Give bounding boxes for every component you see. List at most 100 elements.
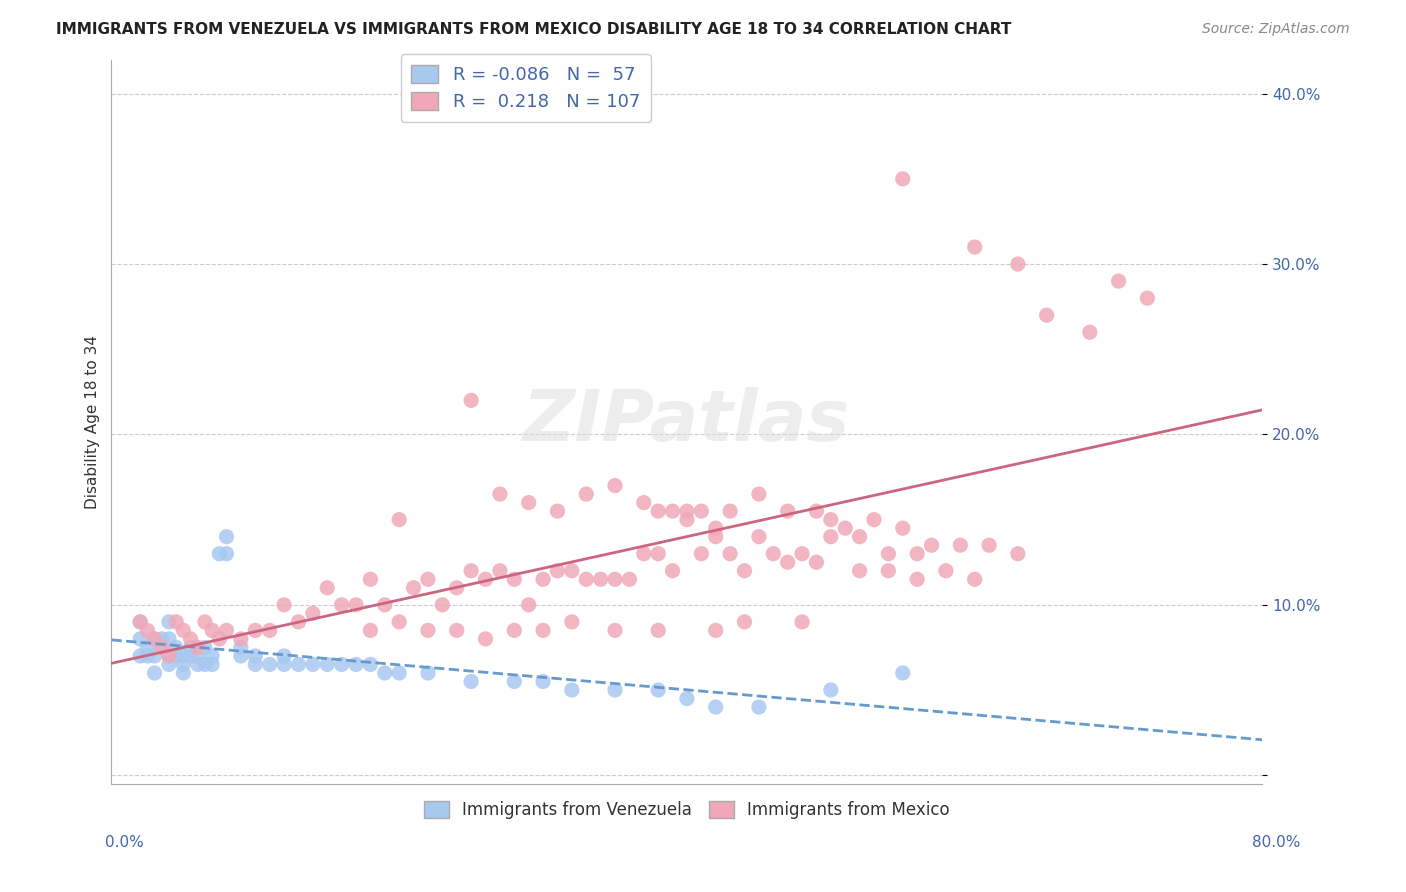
- Point: [531, 572, 554, 586]
- Point: [891, 172, 914, 186]
- Point: [194, 640, 217, 655]
- Point: [776, 504, 799, 518]
- Point: [446, 581, 468, 595]
- Point: [834, 521, 856, 535]
- Point: [416, 665, 439, 680]
- Point: [157, 657, 180, 672]
- Point: [446, 624, 468, 638]
- Y-axis label: Disability Age 18 to 34: Disability Age 18 to 34: [86, 334, 100, 508]
- Point: [905, 572, 928, 586]
- Point: [820, 683, 842, 698]
- Point: [208, 547, 231, 561]
- Point: [647, 504, 669, 518]
- Point: [748, 530, 770, 544]
- Point: [316, 657, 339, 672]
- Point: [546, 504, 568, 518]
- Point: [517, 495, 540, 509]
- Point: [143, 648, 166, 663]
- Point: [704, 624, 727, 638]
- Point: [503, 624, 526, 638]
- Point: [963, 572, 986, 586]
- Point: [877, 547, 900, 561]
- Point: [561, 683, 583, 698]
- Point: [460, 393, 482, 408]
- Point: [129, 615, 152, 629]
- Point: [208, 632, 231, 646]
- Point: [647, 547, 669, 561]
- Point: [374, 598, 396, 612]
- Point: [603, 683, 626, 698]
- Point: [180, 640, 202, 655]
- Point: [215, 530, 238, 544]
- Point: [136, 624, 159, 638]
- Point: [963, 240, 986, 254]
- Point: [187, 648, 209, 663]
- Point: [734, 564, 756, 578]
- Point: [1078, 325, 1101, 339]
- Point: [302, 607, 325, 621]
- Point: [316, 581, 339, 595]
- Point: [603, 478, 626, 492]
- Point: [273, 648, 295, 663]
- Point: [877, 564, 900, 578]
- Point: [129, 615, 152, 629]
- Point: [287, 615, 309, 629]
- Point: [977, 538, 1000, 552]
- Point: [1007, 547, 1029, 561]
- Legend: Immigrants from Venezuela, Immigrants from Mexico: Immigrants from Venezuela, Immigrants fr…: [418, 795, 956, 826]
- Point: [748, 487, 770, 501]
- Point: [194, 657, 217, 672]
- Point: [734, 615, 756, 629]
- Point: [474, 572, 496, 586]
- Point: [359, 624, 381, 638]
- Point: [575, 572, 598, 586]
- Point: [129, 632, 152, 646]
- Point: [302, 657, 325, 672]
- Point: [388, 513, 411, 527]
- Point: [180, 632, 202, 646]
- Point: [402, 581, 425, 595]
- Point: [172, 624, 194, 638]
- Point: [359, 657, 381, 672]
- Point: [704, 521, 727, 535]
- Point: [561, 615, 583, 629]
- Point: [820, 530, 842, 544]
- Point: [633, 547, 655, 561]
- Point: [273, 657, 295, 672]
- Point: [704, 700, 727, 714]
- Point: [661, 504, 683, 518]
- Point: [136, 648, 159, 663]
- Point: [619, 572, 641, 586]
- Point: [165, 640, 187, 655]
- Point: [848, 530, 870, 544]
- Point: [215, 547, 238, 561]
- Point: [460, 674, 482, 689]
- Point: [603, 572, 626, 586]
- Point: [531, 674, 554, 689]
- Point: [603, 624, 626, 638]
- Point: [201, 648, 224, 663]
- Point: [143, 632, 166, 646]
- Point: [245, 624, 267, 638]
- Point: [172, 657, 194, 672]
- Point: [531, 624, 554, 638]
- Point: [503, 572, 526, 586]
- Point: [546, 564, 568, 578]
- Point: [416, 572, 439, 586]
- Point: [157, 648, 180, 663]
- Point: [143, 632, 166, 646]
- Point: [150, 632, 173, 646]
- Point: [489, 564, 512, 578]
- Point: [718, 547, 741, 561]
- Point: [820, 513, 842, 527]
- Point: [460, 564, 482, 578]
- Point: [517, 598, 540, 612]
- Point: [690, 504, 713, 518]
- Point: [180, 648, 202, 663]
- Point: [388, 665, 411, 680]
- Point: [136, 640, 159, 655]
- Point: [194, 615, 217, 629]
- Point: [172, 648, 194, 663]
- Point: [891, 521, 914, 535]
- Point: [129, 648, 152, 663]
